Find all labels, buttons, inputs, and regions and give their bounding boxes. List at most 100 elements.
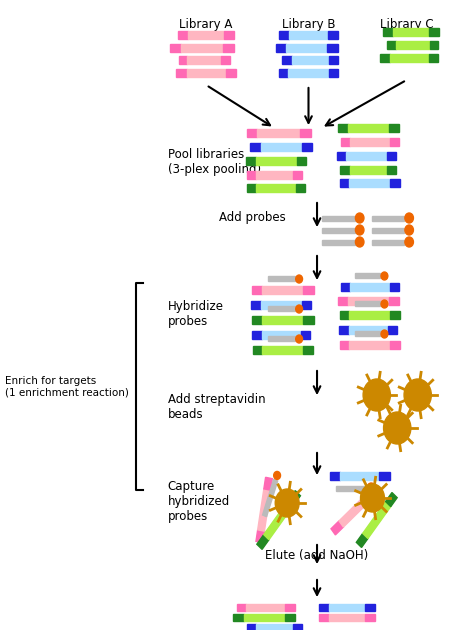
Circle shape (296, 305, 302, 313)
Bar (355, 331, 380, 336)
Bar (250, 143, 261, 151)
Bar (328, 31, 337, 39)
Bar (322, 239, 355, 244)
Bar (256, 184, 296, 192)
Bar (303, 316, 314, 324)
Bar (390, 283, 399, 291)
Polygon shape (258, 489, 271, 531)
Bar (223, 44, 234, 52)
Bar (297, 157, 306, 165)
Circle shape (383, 412, 411, 444)
Circle shape (356, 225, 364, 235)
Bar (246, 171, 256, 179)
Polygon shape (256, 530, 264, 542)
Bar (348, 297, 389, 305)
Bar (336, 486, 366, 491)
Bar (389, 297, 399, 305)
Bar (340, 341, 349, 349)
Bar (387, 166, 396, 174)
Bar (285, 604, 295, 610)
Bar (392, 28, 429, 36)
Bar (246, 157, 255, 165)
Bar (429, 41, 438, 49)
Bar (233, 614, 244, 621)
Text: Add probes: Add probes (219, 212, 286, 224)
Polygon shape (363, 501, 391, 539)
Bar (387, 41, 395, 49)
Circle shape (356, 237, 364, 247)
Bar (252, 316, 263, 324)
Polygon shape (264, 500, 293, 540)
Circle shape (367, 483, 375, 493)
Bar (261, 143, 301, 151)
Circle shape (381, 330, 388, 338)
Bar (341, 283, 350, 291)
Polygon shape (367, 485, 380, 499)
Bar (349, 311, 391, 319)
Bar (246, 604, 285, 610)
Bar (349, 179, 391, 187)
Bar (289, 31, 328, 39)
Circle shape (363, 379, 391, 411)
Bar (263, 286, 303, 294)
Bar (350, 283, 390, 291)
Bar (247, 184, 256, 192)
Bar (237, 604, 246, 610)
Bar (340, 179, 349, 187)
Bar (389, 124, 399, 132)
Bar (280, 31, 289, 39)
Bar (256, 171, 293, 179)
Bar (253, 346, 263, 354)
Bar (340, 472, 379, 480)
Circle shape (405, 225, 413, 235)
Bar (328, 614, 365, 621)
Polygon shape (356, 534, 368, 547)
Text: Library C: Library C (380, 18, 433, 31)
Polygon shape (339, 493, 372, 527)
Bar (244, 614, 284, 621)
Bar (301, 301, 311, 309)
Bar (187, 56, 221, 64)
Bar (179, 56, 187, 64)
Bar (256, 624, 293, 630)
Bar (349, 341, 391, 349)
Bar (301, 129, 310, 137)
Bar (340, 311, 349, 319)
Bar (337, 152, 346, 160)
Bar (365, 604, 374, 610)
Bar (176, 69, 186, 77)
Bar (355, 301, 380, 306)
Bar (301, 143, 312, 151)
Bar (261, 301, 301, 309)
Text: Library B: Library B (282, 18, 335, 31)
Bar (263, 346, 303, 354)
Bar (327, 44, 337, 52)
Bar (429, 28, 438, 36)
Bar (339, 326, 348, 334)
Bar (276, 44, 286, 52)
Bar (337, 124, 348, 132)
Bar (329, 69, 338, 77)
Circle shape (404, 379, 431, 411)
Circle shape (405, 237, 413, 247)
Bar (380, 54, 390, 62)
Bar (319, 604, 328, 610)
Circle shape (381, 300, 388, 308)
Bar (292, 56, 328, 64)
Bar (288, 69, 329, 77)
Bar (296, 184, 305, 192)
Circle shape (273, 471, 281, 479)
Bar (226, 69, 236, 77)
Text: Hybridize
probes: Hybridize probes (168, 300, 224, 328)
Bar (337, 297, 348, 305)
Bar (267, 336, 295, 341)
Text: Pool libraries
(3-plex pooling): Pool libraries (3-plex pooling) (168, 148, 261, 176)
Polygon shape (331, 521, 343, 535)
Bar (391, 341, 400, 349)
Bar (303, 286, 314, 294)
Circle shape (381, 272, 388, 280)
Bar (251, 301, 261, 309)
Bar (263, 316, 303, 324)
Polygon shape (264, 478, 272, 490)
Bar (246, 624, 256, 630)
